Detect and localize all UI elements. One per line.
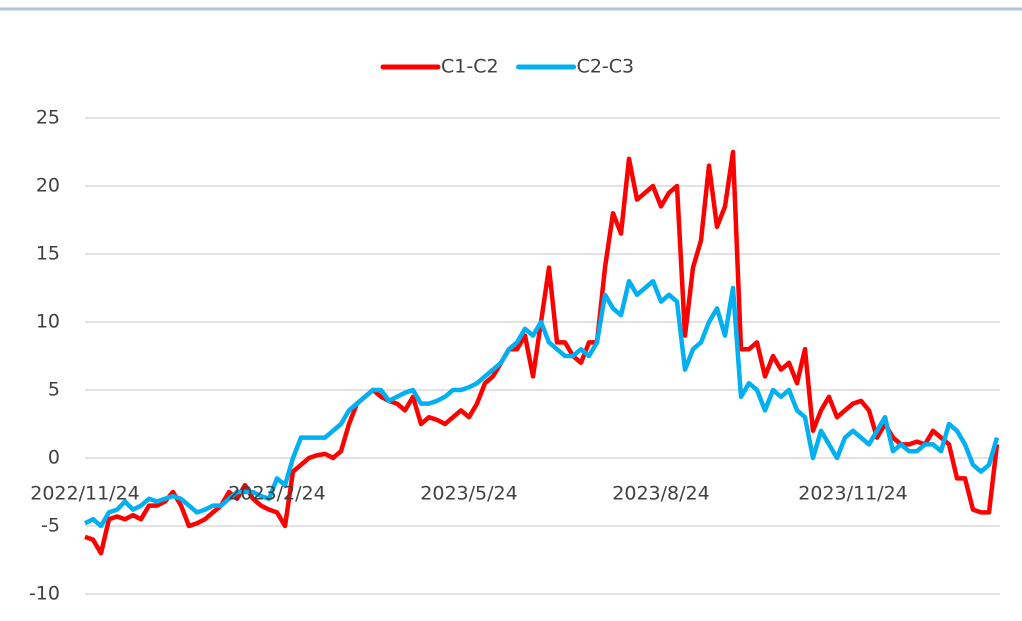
series-line bbox=[83, 278, 1000, 529]
legend-label: C1-C2 bbox=[441, 56, 499, 78]
x-tick-label: 2023/11/24 bbox=[798, 483, 908, 505]
y-tick-label: -5 bbox=[41, 515, 60, 537]
y-tick-label: 10 bbox=[36, 311, 60, 333]
y-tick-label: 25 bbox=[36, 107, 60, 129]
y-tick-label: 15 bbox=[36, 243, 60, 265]
y-tick-label: 5 bbox=[48, 379, 60, 401]
x-tick-label: 2022/11/24 bbox=[30, 483, 140, 505]
y-tick-label: 20 bbox=[36, 175, 60, 197]
x-tick-label: 2023/2/24 bbox=[228, 483, 325, 505]
x-tick-label: 2023/8/24 bbox=[612, 483, 709, 505]
y-tick-label: -10 bbox=[29, 583, 60, 605]
x-tick-label: 2023/5/24 bbox=[420, 483, 517, 505]
y-tick-label: 0 bbox=[48, 447, 60, 469]
legend-label: C2-C3 bbox=[577, 56, 635, 78]
